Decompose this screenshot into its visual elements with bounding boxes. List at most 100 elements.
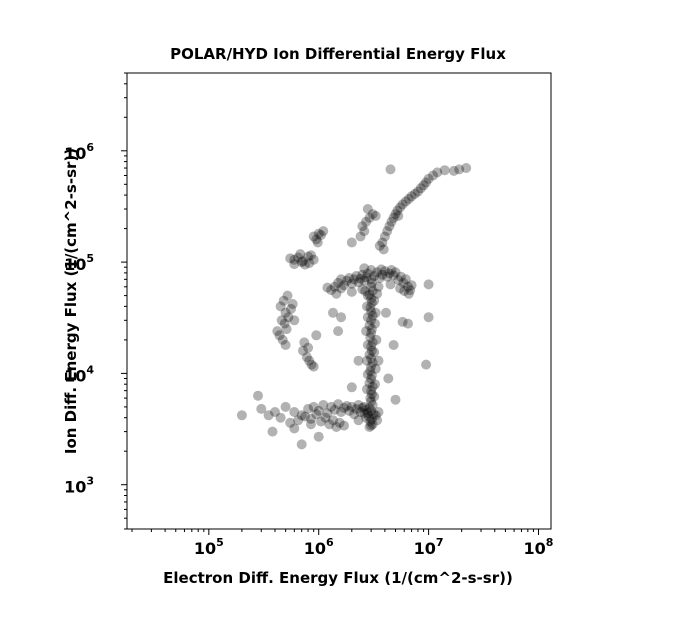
data-point bbox=[369, 271, 380, 281]
data-point bbox=[300, 259, 310, 270]
data-point bbox=[295, 249, 306, 260]
data-point bbox=[346, 382, 357, 393]
data-point bbox=[364, 378, 375, 388]
data-point bbox=[349, 409, 360, 420]
data-point bbox=[406, 191, 417, 202]
data-point bbox=[366, 306, 377, 317]
data-points bbox=[236, 163, 472, 450]
data-point bbox=[359, 275, 370, 286]
data-point bbox=[339, 420, 349, 431]
data-point bbox=[377, 269, 388, 280]
data-point bbox=[306, 419, 316, 430]
data-point bbox=[412, 186, 423, 197]
data-point bbox=[362, 408, 373, 419]
data-point bbox=[448, 165, 459, 176]
data-point bbox=[359, 263, 370, 274]
data-point bbox=[316, 230, 326, 241]
data-point bbox=[364, 212, 375, 223]
data-point bbox=[298, 345, 308, 356]
data-point bbox=[293, 252, 304, 263]
data-point bbox=[286, 303, 296, 314]
data-point bbox=[405, 285, 416, 296]
data-point bbox=[282, 290, 293, 301]
x-axis-ticks: 105 106 107 108 bbox=[131, 529, 553, 558]
data-point bbox=[346, 278, 357, 289]
data-point bbox=[361, 326, 372, 337]
data-point bbox=[267, 426, 278, 437]
data-point bbox=[308, 401, 319, 412]
data-point bbox=[285, 417, 296, 428]
data-point bbox=[336, 283, 347, 294]
data-point bbox=[403, 193, 414, 204]
data-point bbox=[329, 281, 340, 292]
data-point bbox=[461, 163, 472, 173]
data-point bbox=[311, 330, 322, 341]
data-point bbox=[370, 318, 380, 329]
data-point bbox=[366, 341, 377, 352]
data-point bbox=[359, 408, 370, 419]
data-point bbox=[336, 407, 347, 417]
data-point bbox=[366, 420, 377, 431]
data-point bbox=[362, 301, 372, 312]
data-point bbox=[334, 417, 345, 428]
data-point bbox=[353, 415, 364, 426]
data-point bbox=[365, 366, 376, 376]
x-tick-label: 107 bbox=[414, 536, 444, 558]
data-point bbox=[386, 265, 397, 275]
data-point bbox=[353, 277, 364, 288]
data-point bbox=[289, 315, 300, 326]
data-point bbox=[300, 411, 310, 422]
data-point bbox=[333, 399, 344, 410]
data-point bbox=[366, 413, 377, 424]
data-point bbox=[331, 288, 342, 299]
data-point bbox=[253, 390, 263, 401]
data-point bbox=[388, 340, 399, 350]
data-point bbox=[306, 250, 316, 261]
data-point bbox=[339, 402, 349, 413]
data-point bbox=[311, 409, 322, 420]
data-point bbox=[403, 281, 413, 292]
data-point bbox=[366, 353, 377, 364]
data-point bbox=[351, 403, 362, 414]
data-point bbox=[385, 164, 396, 175]
data-point bbox=[366, 328, 377, 339]
data-point bbox=[379, 231, 390, 242]
y-tick-label: 103 bbox=[64, 475, 94, 497]
data-point bbox=[370, 410, 381, 421]
data-point bbox=[362, 355, 372, 366]
data-point bbox=[313, 228, 324, 239]
data-point bbox=[418, 180, 429, 191]
data-point bbox=[365, 302, 376, 313]
data-point bbox=[373, 355, 384, 366]
data-point bbox=[376, 264, 387, 275]
data-point bbox=[304, 258, 315, 269]
data-point bbox=[364, 349, 375, 360]
data-point bbox=[415, 183, 426, 194]
data-point bbox=[256, 403, 267, 414]
y-tick-label: 105 bbox=[64, 252, 94, 274]
data-point bbox=[275, 301, 286, 312]
data-point bbox=[326, 401, 337, 412]
data-point bbox=[303, 403, 314, 414]
data-point bbox=[303, 342, 314, 353]
data-point bbox=[328, 415, 338, 426]
data-point bbox=[395, 202, 406, 213]
data-point bbox=[306, 413, 316, 424]
data-point bbox=[361, 272, 372, 283]
data-point bbox=[390, 209, 401, 220]
data-point bbox=[360, 286, 371, 296]
data-point bbox=[285, 253, 296, 264]
data-point bbox=[366, 370, 377, 381]
data-point bbox=[322, 282, 333, 293]
data-point bbox=[344, 405, 355, 416]
data-point bbox=[370, 379, 380, 390]
data-point bbox=[423, 173, 434, 184]
plot-frame bbox=[126, 72, 552, 530]
y-tick-label: 106 bbox=[64, 141, 94, 163]
data-point bbox=[388, 212, 399, 223]
data-point bbox=[280, 307, 291, 318]
data-point bbox=[357, 402, 368, 413]
data-point bbox=[362, 204, 373, 214]
data-point bbox=[263, 410, 274, 421]
data-point bbox=[409, 188, 420, 199]
